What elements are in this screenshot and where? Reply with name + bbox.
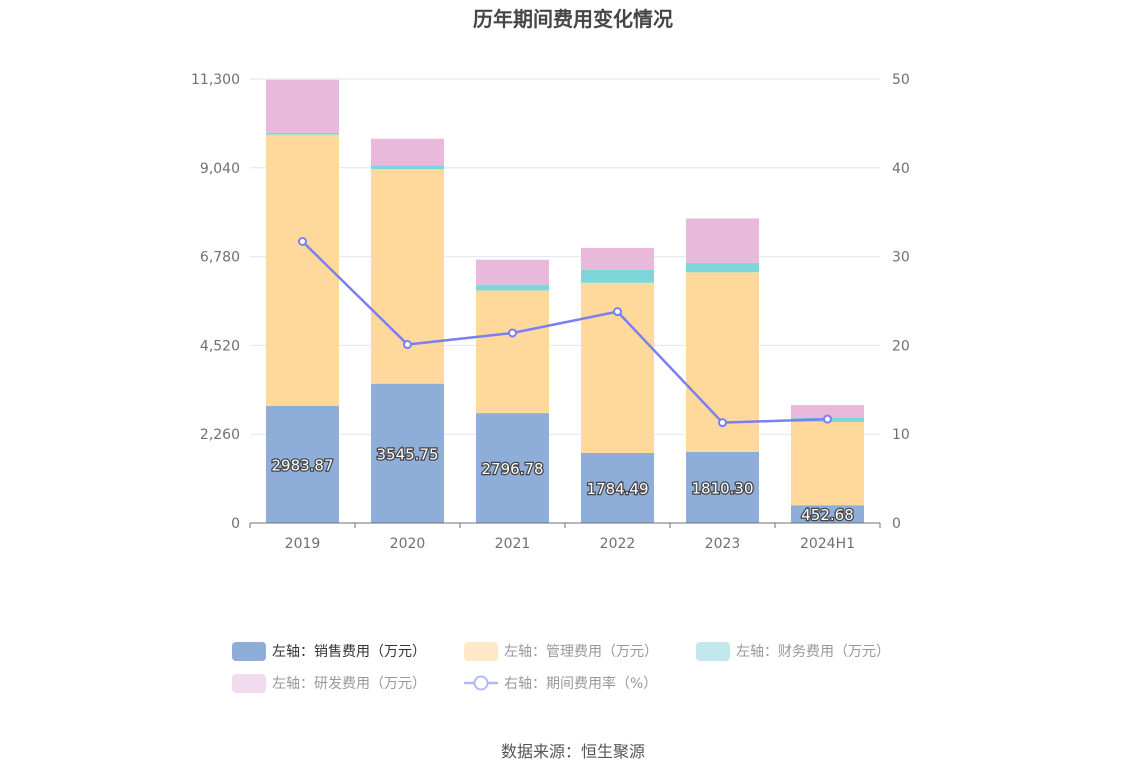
bar-2-2021[interactable]	[476, 284, 549, 291]
x-tick-label: 2022	[600, 536, 636, 552]
line-point[interactable]	[508, 328, 517, 338]
bar-data-label: 1810.30	[691, 479, 753, 497]
legend-label: 左轴：财务费用（万元）	[736, 644, 890, 660]
legend-swatch	[232, 642, 266, 661]
x-tick-label: 2024H1	[800, 536, 855, 552]
line-point[interactable]	[613, 307, 622, 317]
y-axis-left: 0 2,260 4,520 6,780 9,040 11,300	[191, 72, 240, 532]
bar-series: 2983.87 3545.75 2796.78 1784.49 1810.30 452.6…	[266, 79, 864, 525]
bar-3-2024H1[interactable]	[791, 405, 864, 418]
y-left-tick-label: 2,260	[200, 427, 240, 443]
y-right-tick-label: 30	[892, 250, 910, 266]
bar-1-2020[interactable]	[371, 169, 444, 384]
source-note: 数据来源：恒生聚源	[501, 742, 645, 761]
bar-2-2022[interactable]	[581, 269, 654, 283]
y-axis-right: 0 10 20 30 40 50	[892, 72, 910, 532]
line-path	[301, 240, 828, 424]
bar-data-label: 2796.78	[481, 460, 543, 478]
x-tick-label: 2020	[390, 536, 426, 552]
legend-item[interactable]: 左轴：财务费用（万元）	[696, 642, 890, 661]
bar-3-2019[interactable]	[266, 79, 339, 133]
bar-0-2023[interactable]	[686, 451, 759, 523]
chart-title: 历年期间费用变化情况	[473, 7, 673, 31]
line-point[interactable]	[403, 340, 412, 350]
line-point[interactable]	[718, 418, 727, 428]
bar-0-2019[interactable]	[266, 405, 339, 523]
legend-label: 左轴：销售费用（万元）	[272, 644, 426, 660]
bar-2-2019[interactable]	[266, 132, 339, 135]
x-axis: 2019 2020 2021 2022 2023 2024H1	[249, 522, 881, 552]
y-right-tick-label: 20	[892, 338, 910, 354]
bar-1-2021[interactable]	[476, 290, 549, 414]
legend-swatch	[696, 642, 730, 661]
legend-marker	[473, 675, 489, 691]
legend-swatch	[232, 674, 266, 693]
legend-item[interactable]: 右轴：期间费用率（%）	[464, 675, 657, 692]
y-left-tick-label: 11,300	[191, 72, 240, 88]
bar-data-label: 1784.49	[586, 480, 648, 498]
bar-1-2019[interactable]	[266, 134, 339, 406]
legend-label: 左轴：管理费用（万元）	[504, 644, 658, 660]
y-left-tick-label: 9,040	[200, 161, 240, 177]
line-series	[298, 237, 832, 428]
legend-item[interactable]: 左轴：销售费用（万元）	[232, 642, 426, 661]
bar-0-2022[interactable]	[581, 452, 654, 523]
bar-0-2024H1[interactable]	[791, 505, 864, 523]
y-left-tick-label: 0	[231, 516, 240, 532]
line-point[interactable]	[298, 237, 307, 247]
legend-swatch	[464, 642, 498, 661]
x-tick-label: 2023	[705, 536, 741, 552]
bar-1-2024H1[interactable]	[791, 421, 864, 506]
y-right-tick-label: 40	[892, 161, 910, 177]
legend-item[interactable]: 左轴：管理费用（万元）	[464, 642, 658, 661]
bar-3-2020[interactable]	[371, 138, 444, 166]
y-right-tick-label: 50	[892, 72, 910, 88]
bar-data-label: 2983.87	[271, 456, 333, 474]
bar-2-2020[interactable]	[371, 165, 444, 170]
bar-0-2020[interactable]	[371, 383, 444, 523]
x-tick-label: 2019	[285, 536, 321, 552]
bar-2-2023[interactable]	[686, 262, 759, 273]
y-left-tick-label: 4,520	[200, 338, 240, 354]
y-right-tick-label: 0	[892, 516, 901, 532]
bar-data-label: 3545.75	[376, 445, 438, 463]
bar-3-2021[interactable]	[476, 259, 549, 285]
line-point[interactable]	[823, 414, 832, 424]
bar-0-2021[interactable]	[476, 413, 549, 523]
grid	[250, 78, 880, 435]
y-left-tick-label: 6,780	[200, 250, 240, 266]
x-tick-label: 2021	[495, 536, 531, 552]
bar-3-2022[interactable]	[581, 247, 654, 270]
y-right-tick-label: 10	[892, 427, 910, 443]
legend[interactable]: 左轴：销售费用（万元） 左轴：管理费用（万元） 左轴：财务费用（万元） 左轴：研发费用…	[232, 642, 890, 693]
bar-data-label: 452.68	[801, 506, 854, 524]
legend-label: 左轴：研发费用（万元）	[272, 676, 426, 692]
legend-label: 右轴：期间费用率（%）	[504, 675, 657, 692]
legend-item[interactable]: 左轴：研发费用（万元）	[232, 674, 426, 693]
bar-3-2023[interactable]	[686, 218, 759, 263]
